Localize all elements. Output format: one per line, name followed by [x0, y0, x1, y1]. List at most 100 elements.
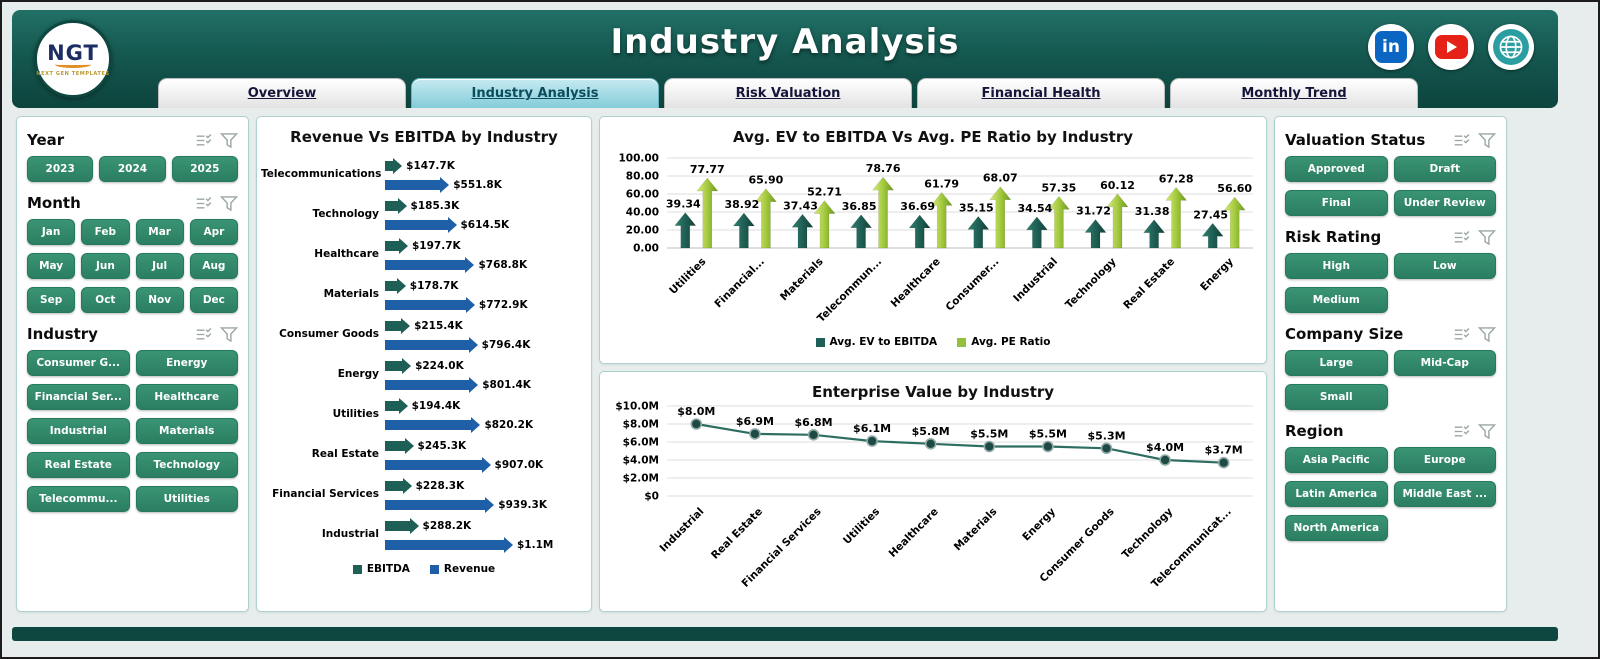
pe-ratio-arrow-technology[interactable]	[1106, 193, 1129, 249]
filter-icon[interactable]	[220, 195, 238, 211]
globe-icon[interactable]	[1488, 24, 1534, 70]
filter-industry-telecommu[interactable]: Telecommu...	[27, 486, 130, 512]
ev-point-utilities[interactable]	[866, 435, 878, 447]
bar-ebitda-energy[interactable]	[385, 360, 403, 371]
ev-ebitda-arrow-real-estate[interactable]	[1143, 219, 1166, 249]
filter-icon[interactable]	[1478, 423, 1496, 439]
tab-industry-analysis[interactable]: Industry Analysis	[411, 78, 659, 108]
clear-selections-icon[interactable]	[1453, 424, 1471, 439]
filter-month-nov[interactable]: Nov	[135, 287, 184, 313]
youtube-icon[interactable]	[1428, 24, 1474, 70]
clear-selections-icon[interactable]	[195, 196, 213, 211]
filter-region-middle-east[interactable]: Middle East ...	[1393, 481, 1496, 507]
ev-point-consumer-goods[interactable]	[1100, 442, 1113, 455]
filter-month-apr[interactable]: Apr	[189, 219, 238, 245]
bar-revenue-utilities[interactable]	[385, 419, 472, 430]
clear-selections-icon[interactable]	[1453, 230, 1471, 245]
ev-ebitda-arrow-technology[interactable]	[1084, 219, 1107, 249]
ev-ebitda-arrow-healthcare[interactable]	[908, 214, 931, 249]
ev-ebitda-arrow-energy[interactable]	[1201, 222, 1224, 249]
filter-region-asia-pacific[interactable]: Asia Pacific	[1285, 447, 1388, 473]
filter-region-latin-america[interactable]: Latin America	[1285, 481, 1388, 507]
clear-selections-icon[interactable]	[1453, 133, 1471, 148]
pe-ratio-arrow-materials[interactable]	[813, 200, 836, 249]
filter-icon[interactable]	[220, 132, 238, 148]
ev-point-telecommunicat[interactable]	[1217, 456, 1230, 469]
ev-ebitda-arrow-utilities[interactable]	[674, 212, 697, 249]
bar-revenue-consumer-goods[interactable]	[385, 339, 469, 350]
pe-ratio-arrow-consumer[interactable]	[989, 186, 1012, 249]
ev-point-materials[interactable]	[983, 440, 996, 453]
filter-month-feb[interactable]: Feb	[81, 219, 130, 245]
ev-point-healthcare[interactable]	[924, 437, 937, 450]
ev-ebitda-arrow-industrial[interactable]	[1025, 216, 1048, 249]
filter-industry-industrial[interactable]: Industrial	[27, 418, 130, 444]
ev-ebitda-arrow-consumer[interactable]	[967, 216, 990, 249]
pe-ratio-arrow-utilities[interactable]	[696, 177, 719, 249]
ev-point-financial-services[interactable]	[807, 428, 820, 441]
bar-ebitda-telecommunications[interactable]	[385, 160, 394, 171]
pe-ratio-arrow-healthcare[interactable]	[930, 192, 953, 249]
bar-revenue-telecommunications[interactable]	[385, 179, 441, 190]
filter-valuation-status-approved[interactable]: Approved	[1285, 156, 1388, 182]
filter-year-2024[interactable]: 2024	[99, 156, 166, 182]
bar-revenue-financial-services[interactable]	[385, 499, 486, 510]
filter-year-2023[interactable]: 2023	[27, 156, 94, 182]
bar-revenue-industrial[interactable]	[385, 539, 504, 550]
filter-month-aug[interactable]: Aug	[189, 253, 238, 279]
pe-ratio-arrow-industrial[interactable]	[1047, 196, 1070, 249]
clear-selections-icon[interactable]	[1453, 327, 1471, 342]
filter-region-europe[interactable]: Europe	[1393, 447, 1496, 473]
filter-year-2025[interactable]: 2025	[171, 156, 238, 182]
filter-industry-financial-ser[interactable]: Financial Ser...	[27, 384, 130, 410]
clear-selections-icon[interactable]	[195, 327, 213, 342]
filter-icon[interactable]	[1478, 326, 1496, 342]
filter-month-sep[interactable]: Sep	[27, 287, 76, 313]
bar-ebitda-financial-services[interactable]	[385, 480, 403, 491]
filter-month-dec[interactable]: Dec	[189, 287, 238, 313]
filter-month-jun[interactable]: Jun	[81, 253, 130, 279]
filter-month-mar[interactable]: Mar	[135, 219, 184, 245]
bar-revenue-materials[interactable]	[385, 299, 466, 310]
filter-region-north-america[interactable]: North America	[1285, 515, 1388, 541]
tab-overview[interactable]: Overview	[158, 78, 406, 108]
ev-point-energy[interactable]	[1042, 440, 1054, 453]
bar-ebitda-healthcare[interactable]	[385, 240, 399, 251]
filter-month-jul[interactable]: Jul	[135, 253, 184, 279]
linkedin-icon[interactable]: in	[1368, 24, 1414, 70]
bar-revenue-healthcare[interactable]	[385, 259, 466, 270]
bar-ebitda-industrial[interactable]	[385, 520, 410, 531]
filter-month-may[interactable]: May	[27, 253, 76, 279]
filter-industry-materials[interactable]: Materials	[135, 418, 238, 444]
filter-valuation-status-final[interactable]: Final	[1285, 190, 1388, 216]
tab-risk-valuation[interactable]: Risk Valuation	[664, 78, 912, 108]
bar-revenue-energy[interactable]	[385, 379, 470, 390]
filter-industry-technology[interactable]: Technology	[135, 452, 238, 478]
filter-risk-rating-low[interactable]: Low	[1393, 253, 1496, 279]
filter-month-oct[interactable]: Oct	[81, 287, 130, 313]
bar-ebitda-real-estate[interactable]	[385, 440, 405, 451]
filter-company-size-mid-cap[interactable]: Mid-Cap	[1393, 350, 1496, 376]
filter-valuation-status-under-review[interactable]: Under Review	[1393, 190, 1496, 216]
filter-icon[interactable]	[220, 326, 238, 342]
filter-industry-energy[interactable]: Energy	[135, 350, 238, 376]
filter-valuation-status-draft[interactable]: Draft	[1393, 156, 1496, 182]
filter-industry-healthcare[interactable]: Healthcare	[135, 384, 238, 410]
ev-ebitda-arrow-financial[interactable]	[732, 212, 755, 249]
filter-industry-consumer-g[interactable]: Consumer G...	[27, 350, 130, 376]
bar-ebitda-materials[interactable]	[385, 280, 397, 291]
ev-ebitda-arrow-telecommun[interactable]	[850, 214, 873, 249]
filter-risk-rating-medium[interactable]: Medium	[1285, 287, 1388, 313]
ev-point-real-estate[interactable]	[749, 428, 761, 440]
filter-company-size-large[interactable]: Large	[1285, 350, 1388, 376]
tab-monthly-trend[interactable]: Monthly Trend	[1170, 78, 1418, 108]
pe-ratio-arrow-energy[interactable]	[1223, 196, 1246, 249]
filter-icon[interactable]	[1478, 229, 1496, 245]
ev-point-industrial[interactable]	[690, 418, 703, 430]
filter-month-jan[interactable]: Jan	[27, 219, 76, 245]
tab-financial-health[interactable]: Financial Health	[917, 78, 1165, 108]
ev-point-technology[interactable]	[1159, 454, 1171, 466]
bar-ebitda-consumer-goods[interactable]	[385, 320, 402, 331]
clear-selections-icon[interactable]	[195, 133, 213, 148]
pe-ratio-arrow-telecommun[interactable]	[872, 176, 895, 249]
